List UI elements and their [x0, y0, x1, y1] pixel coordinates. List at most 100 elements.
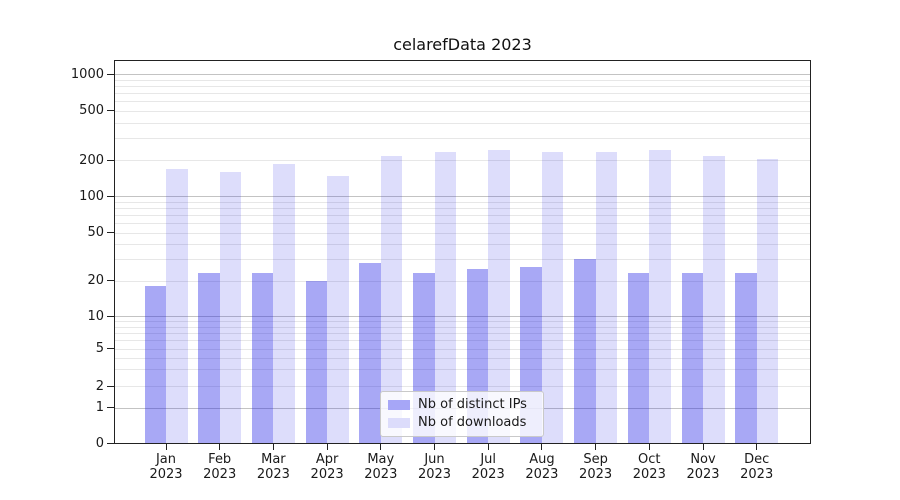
y-tick-label: 500 — [79, 103, 104, 119]
y-tick-label: 10 — [87, 308, 104, 324]
x-tick-year: 2023 — [310, 467, 344, 482]
x-tick-mark — [219, 444, 221, 450]
gridline-minor — [115, 340, 810, 342]
bar-distinct-ips — [305, 280, 328, 443]
gridline-minor — [115, 386, 810, 387]
bar-downloads — [595, 152, 618, 443]
y-tick-label: 100 — [79, 188, 104, 204]
gridline-minor — [115, 79, 810, 81]
x-tick-month: Jul — [480, 452, 497, 467]
x-tick-mark — [434, 444, 435, 450]
x-tick-label: Apr 2023 — [295, 452, 359, 482]
x-tick-label: Sep 2023 — [564, 452, 628, 482]
gridline-major — [115, 196, 810, 198]
x-tick-label: Oct 2023 — [617, 452, 681, 482]
x-tick-mark — [702, 444, 704, 450]
x-tick-month: Sep — [583, 452, 608, 467]
gridline-minor — [115, 110, 810, 112]
x-tick-year: 2023 — [686, 467, 720, 482]
y-tick-mark — [107, 443, 114, 444]
y-tick-label: 50 — [87, 225, 104, 241]
gridline-minor — [115, 93, 810, 95]
gridline-minor — [115, 321, 810, 323]
x-tick-mark — [595, 444, 597, 450]
gridline-minor — [115, 122, 810, 124]
y-tick-mark — [107, 195, 114, 197]
chart-title: celarefData 2023 — [393, 35, 532, 54]
x-tick-label: Aug 2023 — [510, 452, 574, 482]
x-tick-label: Feb 2023 — [188, 452, 252, 482]
gridline-minor — [115, 259, 810, 261]
gridline-minor — [115, 326, 810, 328]
x-tick-month: Dec — [744, 452, 770, 467]
legend-label-downloads: Nb of downloads — [418, 415, 527, 430]
gridline-minor — [115, 244, 810, 246]
y-tick-mark — [107, 280, 114, 282]
x-tick-year: 2023 — [740, 467, 774, 482]
x-tick-month: Aug — [529, 452, 555, 467]
bar-distinct-ips — [144, 286, 166, 443]
plot-area — [114, 60, 811, 444]
x-tick-year: 2023 — [149, 467, 183, 482]
y-tick-label: 200 — [79, 152, 104, 168]
y-tick-mark — [107, 348, 114, 349]
gridline-minor — [115, 223, 810, 225]
x-tick-label: Mar 2023 — [241, 452, 305, 482]
gridline-minor — [115, 201, 810, 203]
x-tick-month: Jan — [155, 452, 177, 467]
x-tick-year: 2023 — [471, 467, 505, 482]
x-tick-month: May — [367, 452, 395, 467]
bar-downloads — [273, 164, 295, 443]
x-tick-year: 2023 — [417, 467, 452, 482]
x-tick-year: 2023 — [256, 467, 290, 482]
x-tick-month: Oct — [638, 452, 661, 467]
y-tick-mark — [107, 407, 114, 408]
y-tick-label: 1000 — [70, 66, 104, 82]
gridline-minor — [115, 101, 810, 103]
x-tick-month: Jun — [424, 452, 445, 467]
x-tick-label: Jan 2023 — [134, 452, 198, 482]
gridline-minor — [115, 332, 810, 334]
gridline-minor — [115, 369, 810, 371]
bar-downloads — [380, 156, 403, 443]
y-tick-mark — [107, 385, 114, 387]
y-tick-label: 2 — [95, 378, 104, 394]
gridline-minor — [115, 280, 810, 282]
x-tick-label: Nov 2023 — [671, 452, 735, 482]
bar-downloads — [756, 159, 779, 443]
y-tick-label: 5 — [95, 341, 104, 356]
gridline-minor — [115, 357, 810, 359]
legend-item-downloads: Nb of downloads — [381, 414, 543, 432]
legend-swatch-downloads — [388, 418, 410, 428]
bar-distinct-ips — [735, 273, 757, 443]
y-tick-label: 20 — [87, 273, 104, 289]
x-tick-year: 2023 — [203, 467, 237, 482]
legend-label-distinct-ips: Nb of distinct IPs — [418, 397, 527, 412]
bar-downloads — [541, 151, 564, 443]
y-tick-mark — [107, 315, 114, 317]
y-tick-label: 0 — [95, 436, 104, 451]
y-tick-mark — [107, 110, 114, 112]
gridline-major — [115, 74, 810, 76]
bar-downloads — [703, 155, 725, 443]
gridline-minor — [115, 232, 810, 234]
gridline-minor — [115, 86, 810, 88]
x-tick-mark — [165, 444, 167, 450]
gridline-major — [115, 316, 810, 318]
x-tick-month: Mar — [261, 452, 286, 467]
gridline-minor — [115, 207, 810, 209]
y-tick-mark — [107, 232, 114, 234]
x-tick-label: May 2023 — [349, 452, 413, 482]
x-tick-mark — [487, 444, 489, 450]
x-tick-label: Jun 2023 — [403, 452, 467, 482]
legend: Nb of distinct IPs Nb of downloads — [380, 391, 544, 437]
x-tick-month: Apr — [315, 452, 339, 467]
gridline-minor — [115, 214, 810, 216]
bar-distinct-ips — [359, 263, 381, 443]
bar-distinct-ips — [198, 273, 220, 443]
bar-distinct-ips — [251, 273, 274, 443]
x-tick-mark — [326, 444, 328, 450]
y-tick-mark — [107, 73, 114, 75]
bar-downloads — [488, 150, 510, 443]
